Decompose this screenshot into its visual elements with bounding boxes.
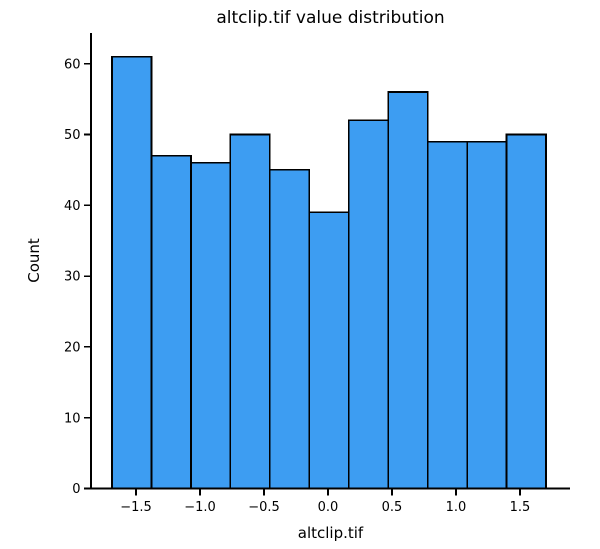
x-axis-label: altclip.tif [298,524,364,542]
y-tick-label: 0 [72,482,80,497]
x-tick-label: −1.0 [184,500,216,515]
x-tick-label: 1.5 [510,500,531,515]
histogram-bar [466,140,508,490]
x-tick-label: −0.5 [248,500,280,515]
histogram-bar [268,169,311,490]
histogram-bar [387,91,429,490]
histogram-bar [150,154,192,490]
x-tick-label: 1.0 [446,500,467,515]
y-tick-label: 30 [64,270,81,285]
histogram-bar [505,133,547,490]
chart-title: altclip.tif value distribution [216,8,444,28]
y-tick-label: 50 [64,128,81,143]
histogram-bar [347,119,389,490]
bars-group [111,55,547,490]
y-tick-label: 40 [64,199,81,214]
y-tick-label: 60 [64,57,81,72]
histogram-bar [229,133,271,490]
x-tick-label: −1.5 [120,500,152,515]
x-tick-label: 0.5 [382,500,403,515]
y-axis-label: Count [25,238,43,283]
histogram-bar [426,140,468,490]
y-tick-label: 10 [64,411,81,426]
histogram-bar [308,211,350,490]
histogram-bar [111,55,153,490]
histogram-bar [190,162,232,490]
axes-group: −1.5 −1.0 −0.5 0.0 0.5 1.0 1.5 0 10 20 30 40 50 60 [64,33,570,515]
x-tick-label: 0.0 [318,500,339,515]
y-tick-label: 20 [64,341,81,356]
